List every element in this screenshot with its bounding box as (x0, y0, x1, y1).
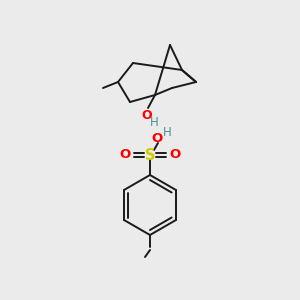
Text: O: O (169, 148, 181, 161)
Text: H: H (163, 127, 171, 140)
Text: S: S (145, 148, 155, 163)
Text: O: O (119, 148, 130, 161)
Text: O: O (152, 131, 163, 145)
Text: O: O (142, 109, 152, 122)
Text: H: H (150, 116, 158, 129)
